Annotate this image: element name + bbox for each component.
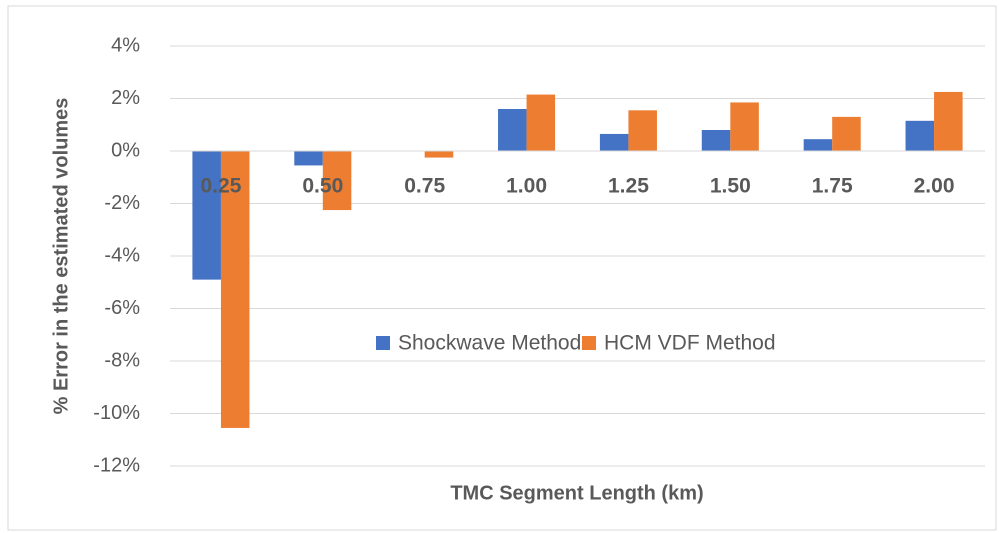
x-tick-label: 0.75 (404, 175, 445, 198)
y-tick-label: -12% (93, 454, 140, 476)
x-tick-label: 2.00 (914, 175, 955, 198)
x-tick-label: 0.50 (302, 175, 343, 198)
x-tick-label: 1.75 (812, 175, 853, 198)
chart-border (7, 5, 997, 531)
x-tick-label: 0.25 (201, 175, 242, 198)
bar (526, 94, 556, 151)
legend-swatch (582, 336, 596, 350)
y-tick-label: -10% (93, 402, 140, 424)
x-tick-label: 1.25 (608, 175, 649, 198)
y-tick-label: -6% (104, 297, 140, 319)
bar (294, 151, 323, 166)
y-axis-title: % Error in the estimated volumes (50, 98, 72, 415)
bar (628, 110, 657, 151)
bar (599, 133, 629, 151)
bar (905, 120, 935, 151)
y-tick-label: 4% (111, 34, 140, 56)
x-axis-title: TMC Segment Length (km) (450, 482, 703, 504)
bar (322, 151, 352, 211)
bar (220, 151, 250, 428)
bar (424, 151, 454, 158)
y-tick-label: 2% (111, 87, 140, 109)
legend-label: Shockwave Method (398, 332, 581, 355)
bar (192, 151, 221, 280)
y-tick-label: -2% (104, 192, 140, 214)
legend-swatch (376, 336, 390, 350)
bar (934, 91, 963, 151)
y-tick-label: 0% (111, 139, 140, 161)
bar (832, 116, 861, 151)
x-tick-label: 1.00 (506, 175, 547, 198)
bar (803, 139, 833, 151)
y-tick-label: -8% (104, 349, 140, 371)
y-tick-label: -4% (104, 244, 140, 266)
bar (701, 130, 731, 151)
legend-label: HCM VDF Method (604, 332, 776, 355)
x-tick-label: 1.50 (710, 175, 751, 198)
bar (730, 102, 759, 151)
bar (498, 109, 527, 151)
